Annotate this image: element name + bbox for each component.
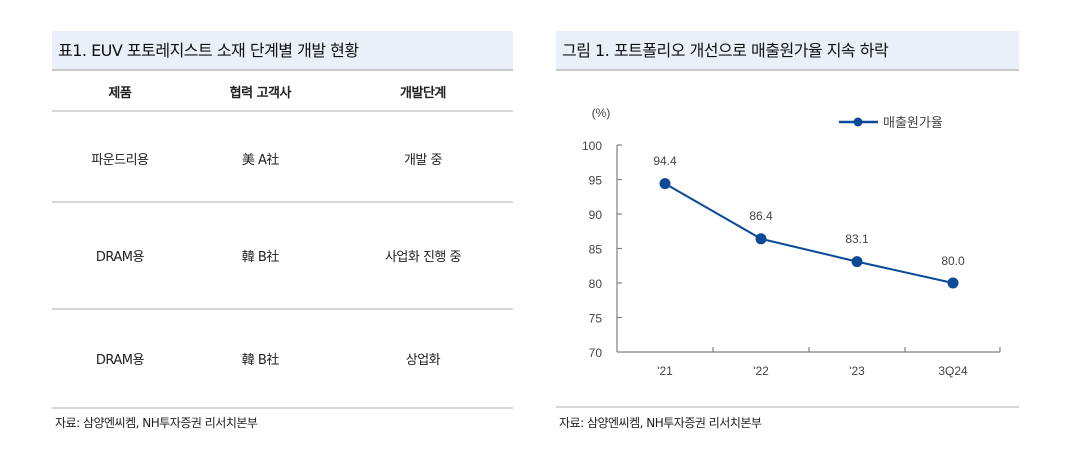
x-axis-ticks bbox=[712, 347, 1001, 352]
cell-product: DRAM용 bbox=[52, 309, 188, 409]
figure-bottom-divider bbox=[556, 406, 1019, 408]
data-label: 83.1 bbox=[845, 232, 869, 246]
y-tick-label: 100 bbox=[582, 139, 602, 153]
y-tick-label: 80 bbox=[589, 277, 603, 291]
table-row: DRAM용 韓 B社 사업화 진행 중 bbox=[52, 202, 513, 310]
cell-stage: 상업화 bbox=[332, 309, 513, 409]
series-line bbox=[664, 182, 954, 284]
table-title: 표1. EUV 포토레지스트 소재 단계별 개발 현황 bbox=[52, 31, 513, 71]
x-tick-label: '21 bbox=[657, 364, 673, 378]
data-label: 94.4 bbox=[653, 154, 677, 168]
table-row: 파운드리용 美 A社 개발 중 bbox=[52, 111, 513, 203]
cell-product: DRAM용 bbox=[52, 202, 188, 310]
cell-customer: 韓 B社 bbox=[187, 202, 333, 310]
cell-stage: 사업화 진행 중 bbox=[332, 202, 513, 310]
data-point-marker bbox=[755, 233, 767, 245]
y-tick-label: 75 bbox=[589, 312, 603, 326]
x-tick-label: '22 bbox=[753, 364, 769, 378]
y-tick-label: 85 bbox=[589, 243, 603, 257]
legend-label: 매출원가율 bbox=[883, 115, 943, 130]
table-header-row: 제품 협력 고객사 개발단계 bbox=[52, 73, 513, 112]
data-labels: 94.4 86.4 83.1 80.0 bbox=[653, 154, 965, 268]
header-customer: 협력 고객사 bbox=[187, 73, 333, 112]
table-row: DRAM용 韓 B社 상업화 bbox=[52, 309, 513, 409]
cell-customer: 美 A社 bbox=[187, 111, 333, 203]
chart-legend: 매출원가율 bbox=[839, 115, 943, 130]
figure-title: 그림 1. 포트폴리오 개선으로 매출원가율 지속 하락 bbox=[556, 31, 1019, 71]
data-point-marker bbox=[659, 178, 671, 190]
cell-customer: 韓 B社 bbox=[187, 309, 333, 409]
x-tick-label: 3Q24 bbox=[938, 364, 968, 378]
header-product: 제품 bbox=[52, 73, 188, 112]
data-point-marker bbox=[947, 277, 959, 289]
y-unit-label: (%) bbox=[592, 106, 611, 120]
y-tick-label: 90 bbox=[589, 208, 603, 222]
y-axis-ticks bbox=[617, 144, 622, 319]
development-status-table: 제품 협력 고객사 개발단계 파운드리용 美 A社 개발 중 DRAM용 韓 B… bbox=[52, 73, 513, 409]
data-label: 80.0 bbox=[941, 254, 965, 268]
y-tick-label: 95 bbox=[589, 174, 603, 188]
figure-source-note: 자료: 삼양엔씨켐, NH투자증권 리서치본부 bbox=[559, 416, 762, 430]
header-stage: 개발단계 bbox=[332, 73, 513, 112]
cost-ratio-line-chart: (%) 매출원가율 100 95 90 85 80 75 70 '21 '22 … bbox=[582, 106, 1001, 378]
x-tick-label: '23 bbox=[849, 364, 865, 378]
y-axis-labels: 100 95 90 85 80 75 70 bbox=[582, 139, 602, 360]
y-tick-label: 70 bbox=[589, 346, 603, 360]
legend-marker-icon bbox=[853, 117, 863, 127]
cell-stage: 개발 중 bbox=[332, 111, 513, 203]
data-point-marker bbox=[851, 256, 863, 268]
data-label: 86.4 bbox=[749, 209, 773, 223]
x-axis-labels: '21 '22 '23 3Q24 bbox=[657, 364, 968, 378]
series-markers bbox=[659, 178, 959, 289]
table-source-note: 자료: 삼양엔씨켐, NH투자증권 리서치본부 bbox=[55, 416, 258, 430]
cell-product: 파운드리용 bbox=[52, 111, 188, 203]
